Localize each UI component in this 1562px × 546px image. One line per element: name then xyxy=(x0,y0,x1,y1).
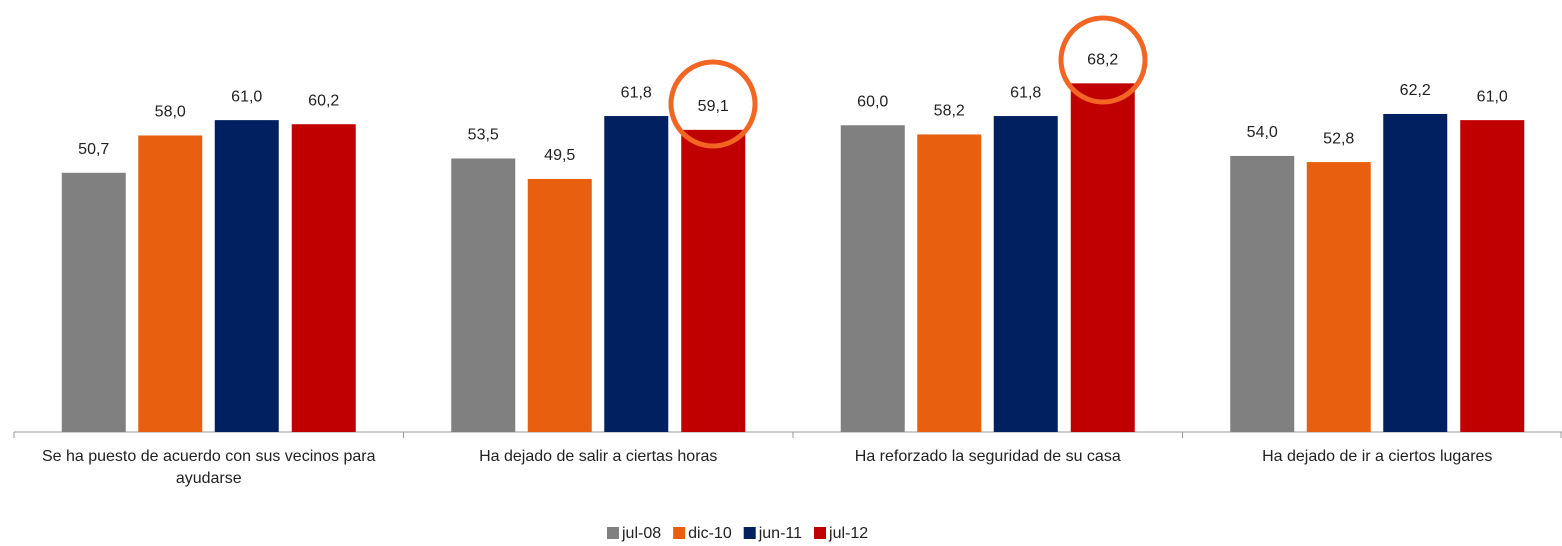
data-label: 54,0 xyxy=(1247,124,1278,141)
bar xyxy=(138,135,203,432)
legend-label: jun-11 xyxy=(758,525,802,542)
bar xyxy=(527,178,592,432)
legend-label: jul-12 xyxy=(828,525,868,542)
data-label: 49,5 xyxy=(544,147,575,164)
bar xyxy=(993,116,1058,433)
x-tick-label: Se ha puesto de acuerdo con sus vecinos … xyxy=(41,448,376,487)
highlight-circle xyxy=(668,59,758,149)
data-label: 52,8 xyxy=(1323,130,1354,147)
bar xyxy=(61,172,126,432)
data-label: 58,2 xyxy=(934,103,965,120)
bar xyxy=(1383,114,1448,432)
bar xyxy=(917,134,982,432)
legend-swatch xyxy=(607,527,619,539)
data-label: 61,8 xyxy=(1010,84,1041,101)
data-label: 62,2 xyxy=(1400,82,1431,99)
highlight-circle xyxy=(1058,15,1148,105)
bar xyxy=(214,120,279,432)
bar xyxy=(291,124,356,432)
bar xyxy=(451,158,516,432)
bar xyxy=(604,116,669,433)
data-label: 61,0 xyxy=(231,88,262,105)
legend-swatch xyxy=(673,527,686,539)
bar xyxy=(1230,155,1295,433)
legend-swatch xyxy=(743,527,756,539)
data-label: 53,5 xyxy=(468,127,499,144)
x-tick-label: Ha reforzado la seguridad de su casa xyxy=(854,448,1121,465)
bar xyxy=(1460,120,1525,432)
bar xyxy=(840,125,905,432)
bar xyxy=(681,129,746,432)
data-label: 60,0 xyxy=(857,93,888,110)
data-label: 60,2 xyxy=(308,92,339,109)
legend-swatch xyxy=(814,527,827,539)
x-tick-label: Ha dejado de ir a ciertos lugares xyxy=(1262,448,1493,465)
data-label: 59,1 xyxy=(698,98,729,115)
data-label: 68,2 xyxy=(1087,52,1118,69)
bar xyxy=(1070,83,1135,432)
data-label: 61,8 xyxy=(621,84,652,101)
bar xyxy=(1306,162,1371,432)
legend-label: dic-10 xyxy=(688,525,732,542)
data-label: 61,0 xyxy=(1477,88,1508,105)
data-label: 58,0 xyxy=(155,104,186,121)
data-label: 50,7 xyxy=(78,141,109,158)
x-tick-label: Ha dejado de salir a ciertas horas xyxy=(479,448,718,465)
legend-label: jul-08 xyxy=(621,525,661,542)
